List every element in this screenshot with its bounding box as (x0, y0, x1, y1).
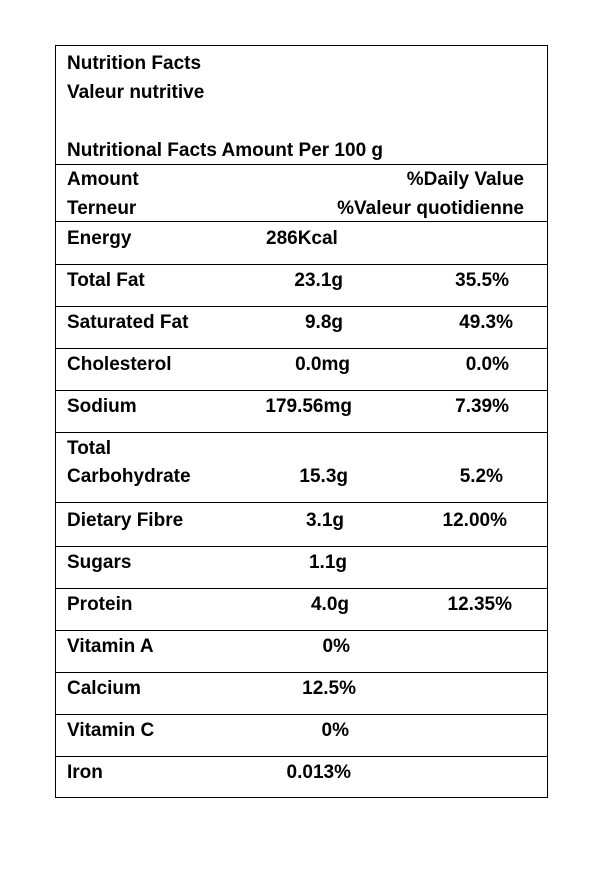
divider (56, 546, 547, 547)
serving-size: Nutritional Facts Amount Per 100 g (67, 140, 384, 161)
nutrient-amount: 12.5% (302, 678, 356, 699)
nutrient-amount: 15.3g (299, 466, 348, 487)
nutrient-name: Sodium (67, 396, 137, 417)
title-fr: Valeur nutritive (67, 82, 205, 103)
divider (56, 164, 547, 165)
nutrient-name: Vitamin A (67, 636, 154, 657)
nutrient-dv: 12.00% (442, 510, 507, 531)
nutrient-amount: 3.1g (305, 510, 344, 531)
nutrient-name: Calcium (67, 678, 141, 699)
column-amount-en: Amount (67, 169, 139, 190)
nutrient-name: Sugars (67, 552, 132, 573)
nutrient-name: Dietary Fibre (67, 510, 184, 531)
divider (56, 672, 547, 673)
divider (56, 264, 547, 265)
nutrient-name-line2: Carbohydrate (67, 466, 191, 487)
nutrient-amount: 0% (322, 636, 350, 657)
divider (56, 432, 547, 433)
divider (56, 630, 547, 631)
column-dv-fr: %Valeur quotidienne (337, 198, 524, 219)
nutrient-dv: 5.2% (459, 466, 503, 487)
divider (56, 390, 547, 391)
nutrient-amount: 0% (321, 720, 349, 741)
nutrient-amount: 286Kcal (266, 228, 338, 249)
nutrient-name: Saturated Fat (67, 312, 189, 333)
nutrient-amount: 4.0g (310, 594, 349, 615)
divider (56, 756, 547, 757)
nutrient-dv: 49.3% (459, 312, 513, 333)
title-en: Nutrition Facts (67, 53, 202, 74)
nutrient-name: Energy (67, 228, 132, 249)
nutrient-name: Protein (67, 594, 133, 615)
divider (56, 714, 547, 715)
divider (56, 306, 547, 307)
nutrient-name: Total (67, 438, 111, 459)
nutrient-name: Cholesterol (67, 354, 172, 375)
divider (56, 348, 547, 349)
divider (56, 588, 547, 589)
nutrient-name: Vitamin C (67, 720, 155, 741)
nutrient-dv: 0.0% (465, 354, 509, 375)
nutrient-amount: 9.8g (304, 312, 343, 333)
nutrient-amount: 0.0mg (295, 354, 350, 375)
nutrient-amount: 179.56mg (265, 396, 352, 417)
nutrient-dv: 12.35% (447, 594, 512, 615)
nutrient-amount: 1.1g (308, 552, 347, 573)
nutrient-dv: 7.39% (455, 396, 509, 417)
nutrient-name: Total Fat (67, 270, 145, 291)
nutrient-name: Iron (67, 762, 103, 783)
nutrient-amount: 0.013% (286, 762, 351, 783)
divider (56, 502, 547, 503)
nutrient-amount: 23.1g (294, 270, 343, 291)
nutrient-dv: 35.5% (455, 270, 509, 291)
nutrition-label: Nutrition Facts Valeur nutritive Nutriti… (55, 45, 548, 798)
divider (56, 221, 547, 222)
column-dv-en: %Daily Value (406, 169, 524, 190)
column-amount-fr: Terneur (67, 198, 137, 219)
